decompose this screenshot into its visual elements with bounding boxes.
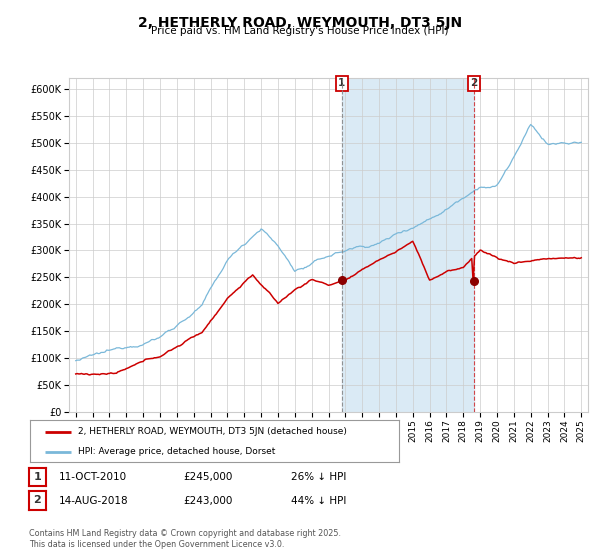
Text: Price paid vs. HM Land Registry's House Price Index (HPI): Price paid vs. HM Land Registry's House … xyxy=(151,26,449,36)
Text: £245,000: £245,000 xyxy=(183,472,232,482)
Text: 14-AUG-2018: 14-AUG-2018 xyxy=(59,496,128,506)
Text: 26% ↓ HPI: 26% ↓ HPI xyxy=(291,472,346,482)
Text: 11-OCT-2010: 11-OCT-2010 xyxy=(59,472,127,482)
Text: HPI: Average price, detached house, Dorset: HPI: Average price, detached house, Dors… xyxy=(78,447,275,456)
Text: 2, HETHERLY ROAD, WEYMOUTH, DT3 5JN (detached house): 2, HETHERLY ROAD, WEYMOUTH, DT3 5JN (det… xyxy=(78,427,347,436)
Text: Contains HM Land Registry data © Crown copyright and database right 2025.
This d: Contains HM Land Registry data © Crown c… xyxy=(29,529,341,549)
Text: 1: 1 xyxy=(34,472,41,482)
Text: 2: 2 xyxy=(34,496,41,505)
Text: 44% ↓ HPI: 44% ↓ HPI xyxy=(291,496,346,506)
Text: £243,000: £243,000 xyxy=(183,496,232,506)
Text: 2: 2 xyxy=(470,78,478,88)
Bar xyxy=(342,78,474,412)
Text: 2, HETHERLY ROAD, WEYMOUTH, DT3 5JN: 2, HETHERLY ROAD, WEYMOUTH, DT3 5JN xyxy=(138,16,462,30)
Text: 1: 1 xyxy=(338,78,346,88)
